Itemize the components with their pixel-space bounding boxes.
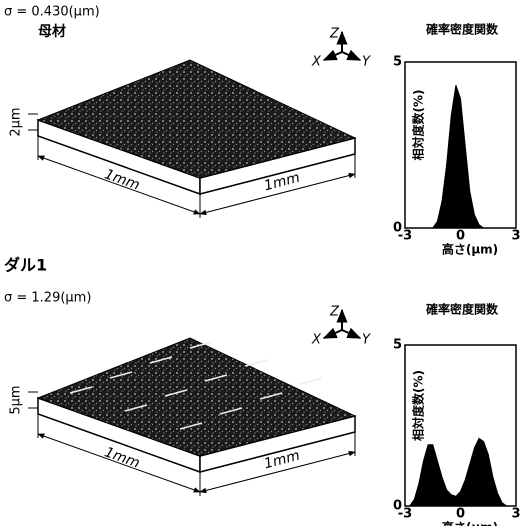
hist-title: 確率密度関数 <box>426 22 499 37</box>
sigma-label: σ = 0.430(μm) <box>4 5 100 20</box>
surface-streak <box>300 378 322 384</box>
axis-arrow <box>324 330 342 338</box>
height-scale: 5μm <box>9 385 24 414</box>
axis-name: Z <box>329 305 340 320</box>
axis-name: Z <box>329 27 340 42</box>
axis-name: Y <box>362 55 371 70</box>
axis-arrow <box>342 330 360 338</box>
axis-name: Y <box>362 333 371 348</box>
y-tick-label: 5 <box>393 55 402 70</box>
height-scale: 2μm <box>9 107 24 136</box>
x-axis-label: 高さ(μm) <box>442 520 498 527</box>
x-tick-label: -3 <box>398 229 412 244</box>
sigma-label: σ = 1.29(μm) <box>4 291 91 306</box>
x-tick-label: 0 <box>456 229 465 244</box>
axis-name: X <box>311 55 322 70</box>
surface-streak <box>245 360 267 366</box>
x-tick-label: 3 <box>511 229 520 244</box>
sample-name: ダル1 <box>4 256 47 275</box>
figure: σ = 0.430(μm)母材1mm1mm2μmZXY確率密度関数05-303高… <box>0 0 526 526</box>
axis-arrow <box>324 52 342 60</box>
axis-name: X <box>311 333 322 348</box>
x-tick-label: -3 <box>398 507 412 522</box>
y-axis-label: 相対度数(%) <box>411 90 426 161</box>
x-tick-label: 0 <box>456 507 465 522</box>
y-tick-label: 5 <box>393 338 402 353</box>
sample-name: 母材 <box>38 23 66 40</box>
y-axis-label: 相対度数(%) <box>411 370 426 441</box>
hist-title: 確率密度関数 <box>426 302 499 317</box>
x-tick-label: 3 <box>511 507 520 522</box>
x-axis-label: 高さ(μm) <box>442 242 498 257</box>
axis-arrow <box>342 52 360 60</box>
